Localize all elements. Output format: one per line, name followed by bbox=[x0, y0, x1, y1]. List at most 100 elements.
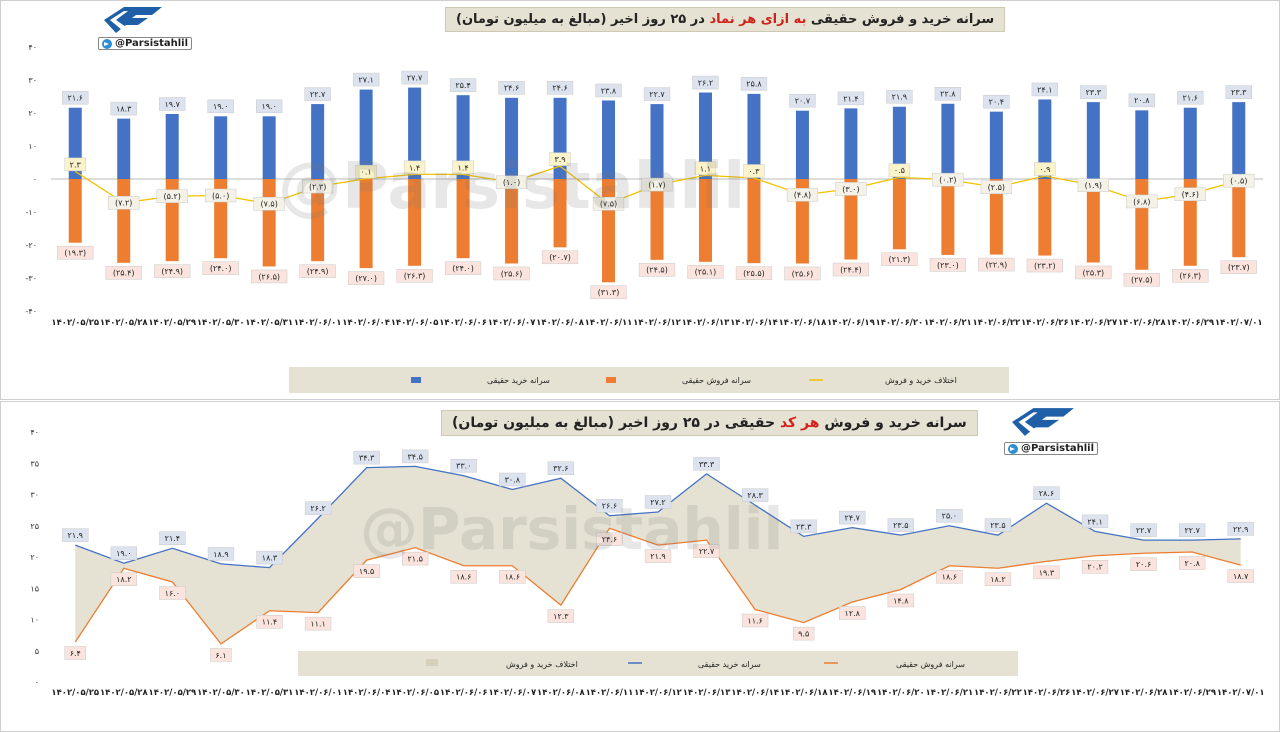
telegram-icon bbox=[102, 38, 112, 49]
buy-point-label: ۳۳.۳ bbox=[699, 460, 715, 469]
sell-bar bbox=[68, 179, 82, 243]
sell-bar-label: (۲۴.۴) bbox=[840, 265, 862, 274]
sell-point-label-bg bbox=[450, 570, 477, 584]
sell-bar bbox=[117, 179, 131, 263]
diff-point-label: ۳.۹ bbox=[554, 155, 565, 164]
x-tick-label: ۱۴۰۲/۰۵/۲۸ bbox=[100, 318, 149, 328]
buy-point-label-bg bbox=[984, 518, 1012, 532]
buy-point-label: ۲۲.۹ bbox=[1233, 525, 1248, 534]
buy-point-label: ۲۳.۵ bbox=[893, 521, 908, 530]
buy-point-label: ۲۳.۵ bbox=[990, 521, 1005, 530]
legend-swatch bbox=[426, 659, 438, 666]
sell-bar-label-bg bbox=[299, 264, 336, 278]
buy-bar bbox=[1183, 107, 1197, 179]
sell-bar-label: (۲۵.۳) bbox=[1082, 268, 1104, 277]
buy-bar-label-bg bbox=[304, 87, 331, 101]
buy-point-label: ۲۸.۶ bbox=[1039, 489, 1054, 498]
buy-bar bbox=[117, 118, 131, 179]
sell-point-label: ۹.۵ bbox=[798, 630, 809, 639]
sell-bar-label: (۲۵.۱) bbox=[695, 268, 717, 277]
sell-point-label: ۲۰.۸ bbox=[1184, 559, 1200, 568]
buy-point-label-bg bbox=[1178, 523, 1206, 537]
sell-point-label: ۲۱.۹ bbox=[650, 552, 665, 561]
buy-bar-label: ۲۵.۴ bbox=[455, 81, 470, 90]
x-tick-label: ۱۴۰۲/۰۶/۲۹ bbox=[1166, 318, 1215, 328]
buy-bar-label: ۲۳.۳ bbox=[1231, 88, 1247, 97]
diff-point-label: ۰.۱ bbox=[361, 168, 372, 177]
sell-bar-label-bg bbox=[929, 258, 967, 272]
x-tick-label: ۱۴۰۲/۰۶/۱۳ bbox=[683, 688, 732, 698]
sell-point-label: ۱۸.۶ bbox=[942, 573, 957, 582]
legend-label: سرانه خرید حقیقی bbox=[698, 660, 761, 669]
diff-point-label-bg bbox=[1077, 178, 1109, 193]
buy-point-label-bg bbox=[741, 488, 769, 502]
sell-bar bbox=[650, 179, 664, 260]
buy-point-label: ۳۳.۰ bbox=[456, 462, 471, 471]
handle-text: @Parsistahlil bbox=[1021, 443, 1095, 454]
diff-area-fill bbox=[75, 466, 1241, 644]
diff-point-label-bg bbox=[64, 157, 86, 172]
diff-point-label-bg bbox=[786, 188, 819, 202]
sell-bar-label: (۲۴.۹) bbox=[307, 267, 329, 276]
sell-point-label: ۶.۱ bbox=[215, 651, 226, 660]
buy-point-label: ۲۳.۳ bbox=[796, 522, 812, 531]
sell-bar-label: (۳۱.۳) bbox=[598, 288, 620, 297]
diff-point-label: ۱.۱ bbox=[700, 164, 711, 173]
sell-bar-label: (۲۲.۹) bbox=[986, 260, 1008, 269]
sell-bar-label-bg bbox=[832, 262, 870, 277]
sell-bar bbox=[1038, 179, 1052, 256]
sell-bar bbox=[262, 179, 276, 267]
buy-point-label: ۲۵.۰ bbox=[942, 512, 957, 521]
y-tick-label: -۲۰ bbox=[26, 241, 37, 250]
sell-bar-label-bg bbox=[735, 266, 773, 280]
sell-point-label-bg bbox=[353, 564, 380, 578]
title-part: حقیقی در ۲۵ روز اخیر (مبالغ به میلیون تو… bbox=[452, 415, 780, 431]
diff-point-label: (۷.۵) bbox=[600, 200, 617, 209]
sell-bar-label-bg bbox=[105, 266, 142, 280]
buy-bar-label: ۲۱.۶ bbox=[1183, 94, 1198, 103]
buy-bar-label-bg bbox=[1177, 90, 1204, 105]
sell-bar bbox=[989, 179, 1003, 255]
diff-point-label-bg bbox=[1126, 194, 1158, 209]
sell-bar-label-bg bbox=[881, 252, 918, 267]
buy-bar-label: ۲۳.۸ bbox=[601, 86, 617, 95]
diff-point-label-bg bbox=[253, 197, 285, 211]
buy-bar-label-bg bbox=[1080, 85, 1107, 99]
y-tick-label: ۱۰ bbox=[30, 616, 39, 625]
buy-bar-label-bg bbox=[643, 87, 671, 101]
legend-box bbox=[289, 367, 1009, 393]
sell-bar-label: (۱۹.۳) bbox=[64, 249, 86, 258]
sell-bar bbox=[698, 179, 712, 262]
buy-bar bbox=[505, 97, 519, 179]
buy-point-label-bg bbox=[450, 459, 477, 473]
buy-bar-label-bg bbox=[983, 94, 1010, 109]
buy-point-label-bg bbox=[1227, 522, 1254, 536]
sell-bar bbox=[1086, 179, 1100, 263]
sell-point-label-bg bbox=[1227, 569, 1254, 583]
buy-bar-label-bg bbox=[546, 81, 574, 95]
diff-point-label: ۰.۳ bbox=[748, 167, 760, 176]
x-tick-label: ۱۴۰۲/۰۶/۲۷ bbox=[1071, 688, 1120, 698]
sell-point-label-bg bbox=[64, 646, 86, 660]
sell-bar-label: (۲۴.۵) bbox=[646, 266, 668, 275]
sell-point-label-bg bbox=[210, 648, 232, 662]
buy-bar-label: ۲۴.۶ bbox=[504, 84, 519, 93]
sell-bar-label: (۲۶.۳) bbox=[404, 272, 426, 281]
buy-bar bbox=[602, 100, 616, 179]
buy-bar bbox=[214, 116, 228, 179]
sell-bar bbox=[359, 179, 373, 269]
sell-point-label-bg bbox=[693, 544, 720, 558]
x-tick-label: ۱۴۰۲/۰۶/۲۰ bbox=[876, 318, 924, 328]
buy-bar bbox=[311, 104, 325, 179]
sell-bar-label: (۲۶.۳) bbox=[1179, 272, 1201, 281]
x-tick-label: ۱۴۰۲/۰۵/۲۹ bbox=[149, 688, 198, 698]
sell-point-label-bg bbox=[110, 572, 138, 586]
buy-point-label: ۳۴.۳ bbox=[359, 454, 375, 463]
buy-bar-label-bg bbox=[595, 83, 622, 98]
buy-bar-label: ۲۷.۷ bbox=[407, 73, 423, 82]
sell-bar-label: (۲۳.۷) bbox=[1228, 263, 1250, 272]
sell-bar-label-bg bbox=[1172, 269, 1209, 283]
buy-bar-label-bg bbox=[1128, 93, 1155, 108]
buy-point-label-bg bbox=[1081, 514, 1109, 529]
buy-bar bbox=[408, 87, 422, 179]
